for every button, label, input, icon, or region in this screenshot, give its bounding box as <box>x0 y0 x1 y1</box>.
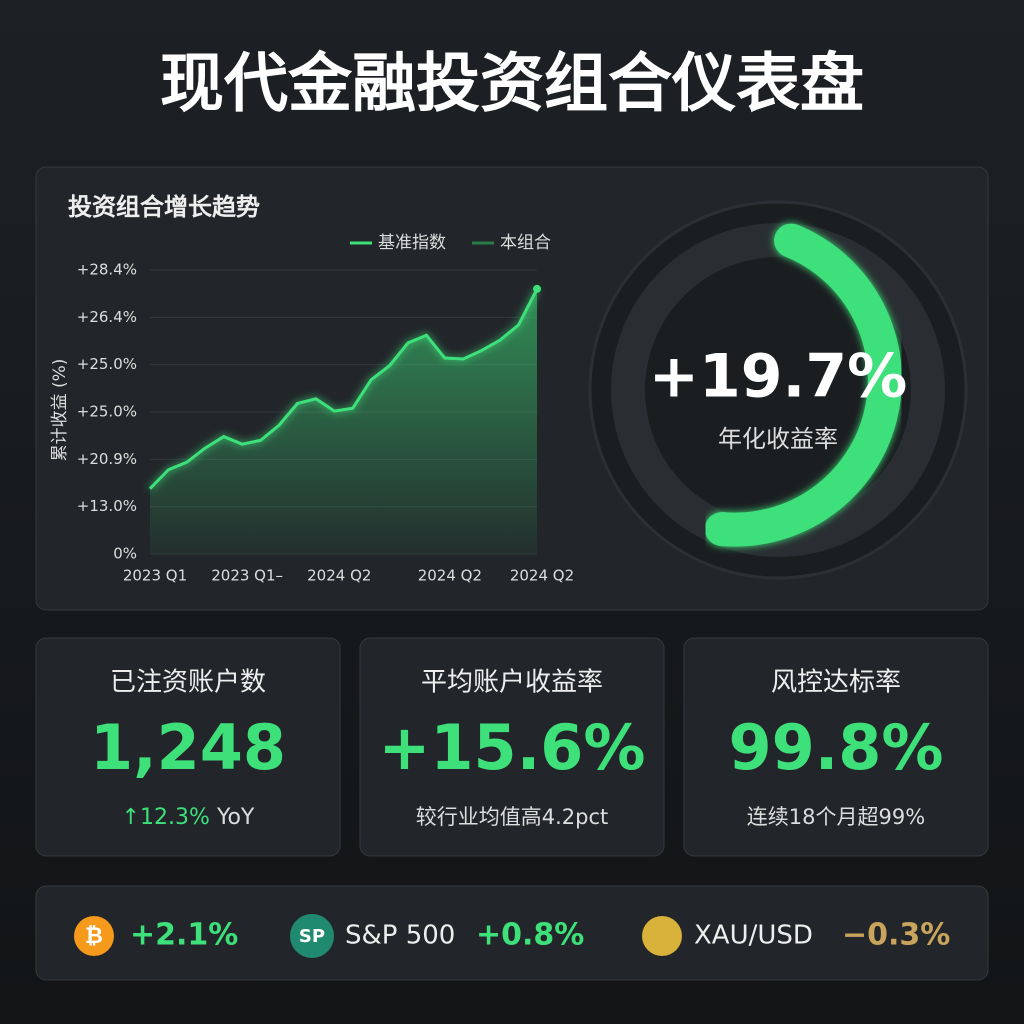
card-suffix: YoY <box>216 805 255 830</box>
x-tick-label: 2023 Q1 <box>123 567 187 585</box>
y-tick-label: +26.4% <box>77 308 137 326</box>
gauge-arc <box>704 223 902 547</box>
sp-symbol: SP <box>299 926 325 947</box>
x-tick-label: 2023 Q1– <box>211 567 283 585</box>
card-note: 连续18个月超99% <box>747 805 925 829</box>
ticker-name: S&P 500 <box>345 921 455 951</box>
legend-label: 本组合 <box>500 233 551 253</box>
card-note: 较行业均值高4.2pct <box>416 805 609 829</box>
card-title: 已注资账户数 <box>110 668 266 698</box>
card-sub: ↑12.3% YoY <box>122 805 255 830</box>
ticker-change: −0.3% <box>842 918 950 953</box>
bitcoin-icon <box>74 916 114 956</box>
ticker-bar <box>35 885 989 981</box>
gauge-label: 年化收益率 <box>718 425 838 453</box>
card-value: +15.6% <box>378 711 645 784</box>
card-value: 1,248 <box>90 711 286 784</box>
line <box>148 288 539 490</box>
end-point <box>533 284 541 293</box>
x-tick-label: 2024 Q2 <box>510 567 574 585</box>
card-title: 风控达标率 <box>771 668 901 698</box>
stat-card <box>35 637 341 857</box>
ticker-change: +2.1% <box>130 918 238 953</box>
legend-label: 基准指数 <box>378 233 446 253</box>
y-tick-label: +13.0% <box>77 497 137 515</box>
bitcoin-symbol: ₿ <box>85 924 103 949</box>
card-title: 平均账户收益率 <box>421 668 603 698</box>
stat-card <box>359 637 665 857</box>
y-tick-label: +25.0% <box>77 403 137 421</box>
y-tick-label: 0% <box>113 545 137 563</box>
gold-icon <box>642 916 682 956</box>
chart-title: 投资组合增长趋势 <box>68 193 260 221</box>
sp-icon <box>290 914 334 958</box>
area <box>150 288 537 554</box>
card-change: ↑12.3% <box>122 805 210 830</box>
y-tick-label: +20.9% <box>77 450 137 468</box>
page-title: 现代金融投资组合仪表盘 <box>160 48 864 122</box>
stat-card <box>683 637 989 857</box>
card-value: 99.8% <box>728 711 943 784</box>
x-tick-label: 2024 Q2 <box>418 567 482 585</box>
y-axis-label: 累计收益 (%) <box>50 359 70 462</box>
y-tick-label: +28.4% <box>77 261 137 279</box>
x-tick-label: 2024 Q2 <box>307 567 371 585</box>
y-tick-label: +25.0% <box>77 355 137 373</box>
gauge-value: +19.7% <box>649 342 907 412</box>
ticker-name: XAU/USD <box>694 921 813 951</box>
ticker-change: +0.8% <box>476 918 584 953</box>
